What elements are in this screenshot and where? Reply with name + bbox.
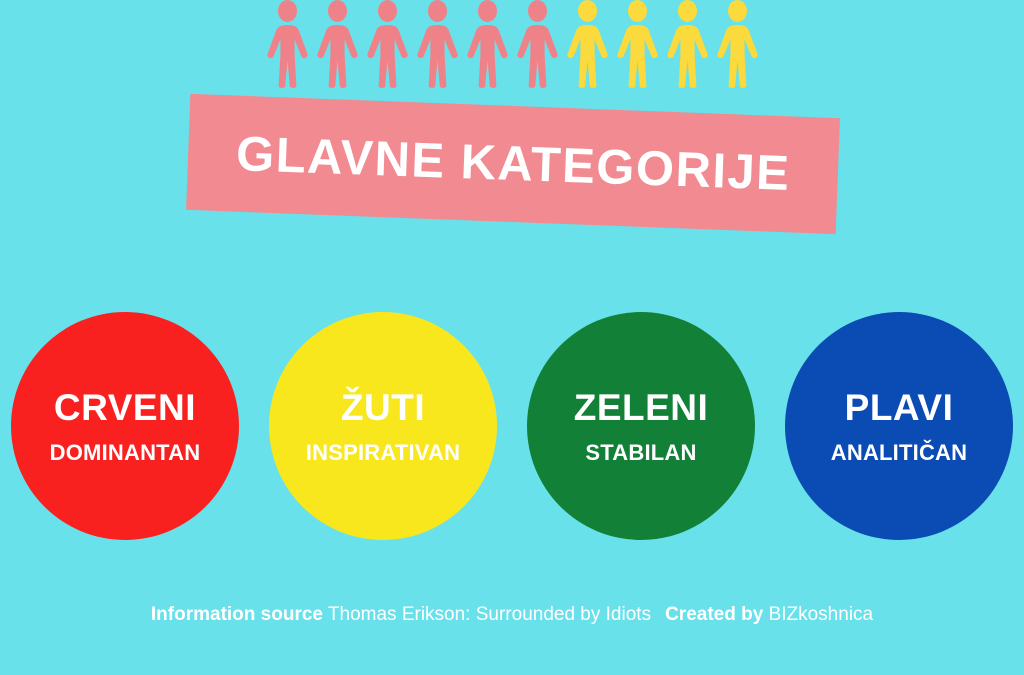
created-by-label: Created by — [665, 604, 764, 625]
category-circle[interactable]: ZELENI STABILAN — [527, 312, 755, 540]
footer-credits: Information source Thomas Erikson: Surro… — [0, 604, 1024, 626]
person-icon — [716, 0, 758, 88]
page-title: GLAVNE KATEGORIJE — [234, 127, 792, 201]
person-icon — [366, 0, 408, 88]
person-icon — [566, 0, 608, 88]
category-circle[interactable]: CRVENI DOMINANTAN — [11, 312, 239, 540]
category-trait: STABILAN — [585, 439, 697, 465]
person-icon — [616, 0, 658, 88]
category-name: ŽUTI — [340, 386, 426, 428]
people-row — [0, 0, 1024, 100]
person-icon — [666, 0, 708, 88]
category-circles-row: CRVENI DOMINANTAN ŽUTI INSPIRATIVAN ZELENI ST… — [0, 312, 1024, 540]
information-source-value: Thomas Erikson: Surrounded by Idiots — [327, 604, 652, 625]
category-trait: ANALITIČAN — [830, 439, 968, 465]
title-banner: GLAVNE KATEGORIJE — [186, 93, 840, 235]
category-name: ZELENI — [573, 386, 709, 428]
created-by-value: BIZkoshnica — [768, 604, 874, 625]
person-icon — [266, 0, 308, 88]
person-icon — [466, 0, 508, 88]
person-icon — [516, 0, 558, 88]
person-icon — [316, 0, 358, 88]
category-name: CRVENI — [53, 386, 197, 428]
category-circle[interactable]: PLAVI ANALITIČAN — [785, 312, 1013, 540]
category-name: PLAVI — [844, 386, 954, 428]
category-circle[interactable]: ŽUTI INSPIRATIVAN — [269, 312, 497, 540]
category-trait: INSPIRATIVAN — [305, 439, 461, 465]
information-source-label: Information source — [150, 604, 323, 625]
category-trait: DOMINANTAN — [49, 439, 201, 465]
person-icon — [416, 0, 458, 88]
